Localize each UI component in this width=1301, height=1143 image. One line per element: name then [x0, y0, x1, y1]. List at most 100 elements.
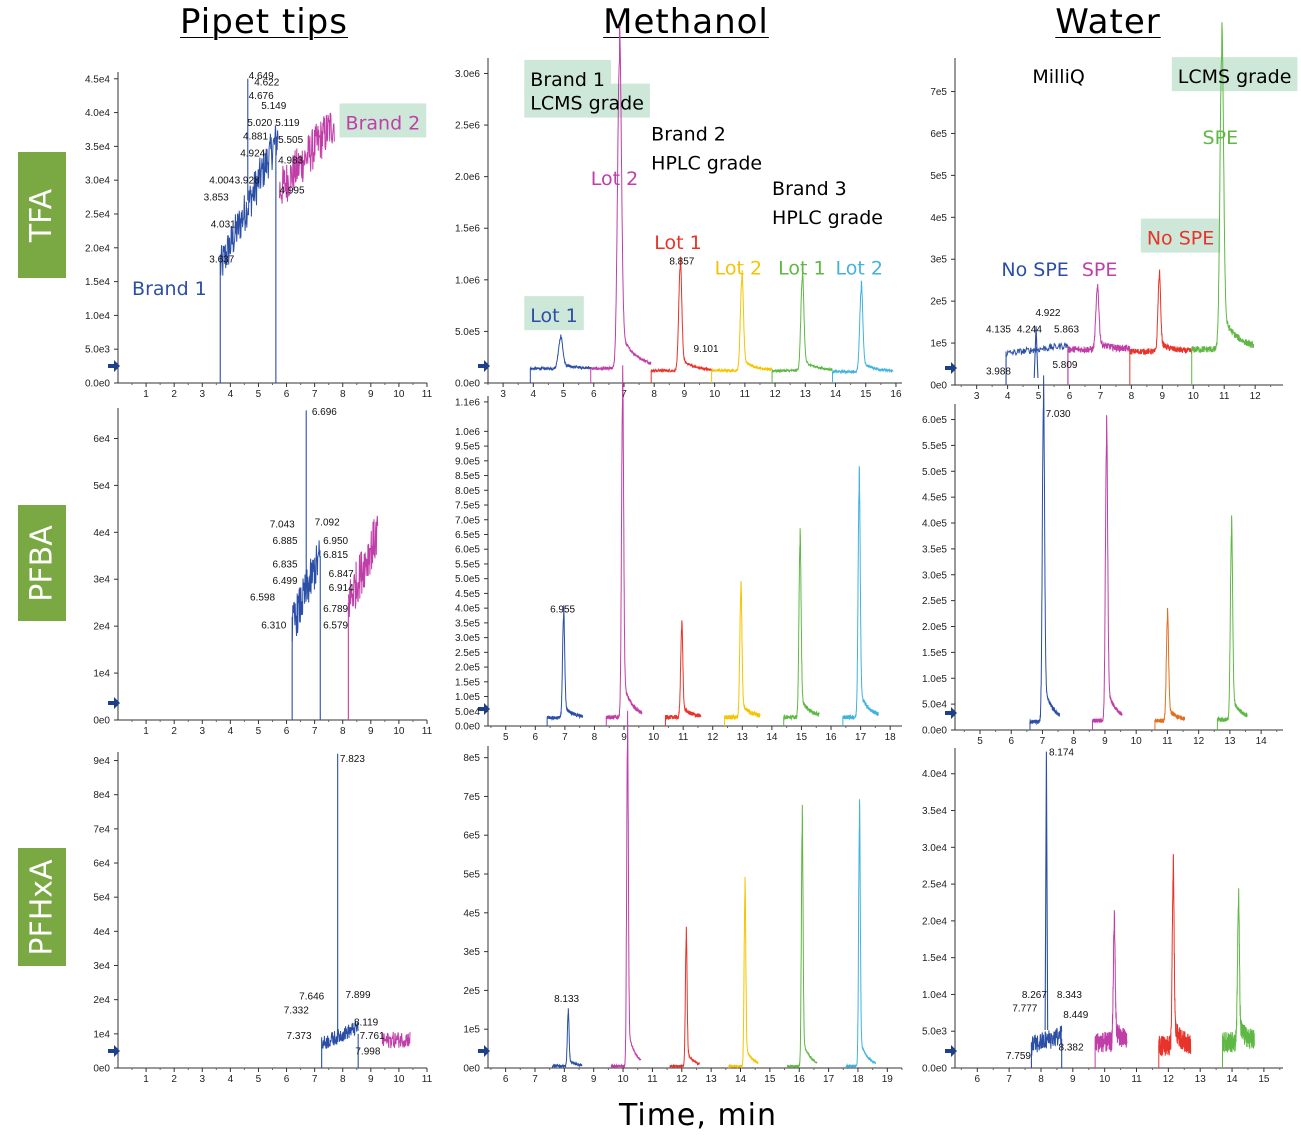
y-tick-label: 6e5	[930, 129, 947, 140]
trace-peak	[832, 280, 894, 375]
x-tick-label: 17	[823, 1074, 835, 1085]
x-tick-label: 1	[143, 726, 149, 737]
trace-peak	[783, 528, 820, 722]
x-tick-label: 19	[882, 1074, 894, 1085]
y-tick-label: 7e4	[93, 824, 110, 835]
x-tick-label: 16	[890, 389, 902, 400]
trace-noise	[279, 112, 335, 204]
series-brand-2-hplc-grade-lot-1	[664, 620, 702, 726]
x-tick-label: 3	[500, 389, 506, 400]
series-brand-1-lcms-grade-lot-2	[590, 25, 652, 383]
trace-peak	[1191, 22, 1255, 354]
x-tick-label: 6	[591, 389, 597, 400]
peak-label: 6.914	[329, 583, 354, 594]
y-tick-label: 4e5	[930, 213, 947, 224]
x-tick-label: 13	[706, 1074, 718, 1085]
x-tick-label: 11	[1162, 736, 1173, 747]
peak-label: 3.637	[209, 255, 234, 266]
y-tick-label: 1e5	[463, 1025, 480, 1036]
y-tick-label: 7e5	[930, 87, 947, 98]
peak-label: 6.955	[550, 605, 575, 616]
y-tick-label: 6.5e5	[455, 530, 480, 541]
peak-label: 7.043	[270, 520, 295, 531]
x-tick-label: 15	[1258, 1074, 1270, 1085]
axis-arrow-icon	[108, 697, 120, 709]
y-tick-label: 4.0e4	[922, 769, 947, 780]
x-tick-label: 1	[143, 389, 149, 400]
x-tick-label: 6	[503, 1074, 509, 1085]
peak-label: 7.777	[1012, 1003, 1037, 1014]
peak-label: 4.983	[278, 155, 303, 166]
peak-label: 6.789	[323, 604, 348, 615]
series-brand-1-lcms-grade-lot-2	[610, 710, 642, 1070]
y-tick-label: 0.0e0	[922, 726, 947, 737]
y-tick-label: 5.0e5	[455, 327, 480, 338]
annotation-lcms-grade: LCMS grade	[530, 93, 644, 115]
y-tick-label: 6e5	[463, 831, 480, 842]
series-lcms-grade-no-spe	[1158, 854, 1192, 1068]
y-tick-label: 0e0	[930, 381, 947, 392]
x-tick-label: 6	[284, 389, 290, 400]
y-tick-label: 2.0e5	[922, 622, 947, 633]
trace-peak	[605, 365, 643, 721]
x-tick-label: 2	[171, 1074, 177, 1085]
x-tick-label: 7	[532, 1074, 538, 1085]
annotation-spe: SPE	[1203, 127, 1239, 149]
trace-peak	[552, 1008, 583, 1069]
peak-label: 6.815	[323, 550, 348, 561]
x-tick-label: 14	[830, 389, 842, 400]
x-tick-label: 12	[707, 732, 719, 743]
peak-label: 7.373	[287, 1031, 312, 1042]
y-tick-label: 3e4	[93, 961, 110, 972]
y-tick-label: 6.0e5	[922, 415, 947, 426]
y-tick-label: 1.5e5	[455, 677, 480, 688]
peak-label: 7.092	[315, 517, 340, 528]
series-brand-1-lcms-grade-lot-1	[552, 1008, 583, 1069]
trace-peak	[724, 581, 761, 721]
peak-label: 7.646	[299, 992, 324, 1003]
trace-noise	[347, 515, 379, 617]
x-tick-label: 9	[1070, 1074, 1076, 1085]
trace-noise	[219, 125, 279, 276]
y-tick-label: 1.0e6	[455, 275, 480, 286]
trace-peak	[529, 334, 592, 372]
annotation-brand-2: Brand 2	[651, 124, 726, 146]
x-tick-label: 4	[1005, 391, 1011, 402]
x-tick-label: 5	[256, 1074, 262, 1085]
y-tick-label: 8.5e5	[455, 471, 480, 482]
peak-label: 6.499	[273, 576, 298, 587]
row-label-pfba: PFBA	[18, 505, 66, 621]
y-tick-label: 5.0e4	[455, 707, 480, 718]
series-brand-1	[321, 753, 359, 1068]
x-tick-label: 11	[740, 389, 751, 400]
x-tick-label: 12	[770, 389, 782, 400]
y-tick-label: 7.0e5	[455, 515, 480, 526]
series-brand-3-hplc-grade-lot-1	[771, 269, 833, 383]
trace-noise	[321, 1020, 359, 1049]
x-tick-label: 13	[1195, 1074, 1207, 1085]
annotation-milliq: MilliQ	[1032, 66, 1084, 88]
x-tick-label: 6	[284, 1074, 290, 1085]
x-tick-label: 6	[975, 1074, 981, 1085]
x-tick-label: 15	[764, 1074, 776, 1085]
x-tick-label: 1	[143, 1074, 149, 1085]
x-tick-label: 7	[312, 726, 318, 737]
y-tick-label: 6e4	[93, 434, 110, 445]
x-tick-label: 4	[228, 389, 234, 400]
x-tick-label: 8	[340, 389, 346, 400]
y-tick-label: 1.0e5	[922, 674, 947, 685]
peak-label: 8.133	[554, 994, 579, 1005]
x-tick-label: 10	[393, 389, 405, 400]
series-lcms-grade-no-spe	[1154, 607, 1186, 730]
y-tick-label: 9.0e5	[455, 456, 480, 467]
peak-label: 7.998	[355, 1046, 380, 1057]
x-tick-label: 9	[368, 726, 374, 737]
annotation-brand-1: Brand 1	[530, 69, 605, 91]
column-title-pipet-tips: Pipet tips	[180, 2, 348, 42]
annotation-highlight	[339, 103, 427, 138]
trace-peak	[1216, 515, 1248, 723]
y-tick-label: 8.0e5	[455, 486, 480, 497]
y-tick-label: 2e4	[93, 622, 110, 633]
